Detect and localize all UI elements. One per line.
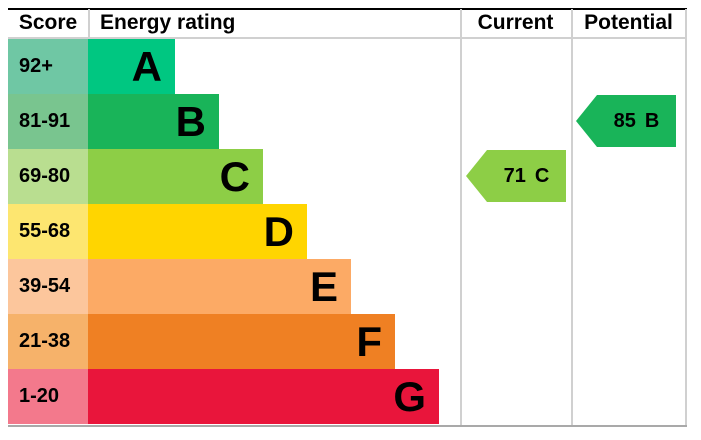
score-range-cell: 92+ <box>8 39 88 94</box>
score-range-label: 55-68 <box>19 220 71 242</box>
band-bar-d: D <box>88 204 307 259</box>
band-bar-g: G <box>88 369 439 424</box>
score-header-label: Score <box>18 11 78 34</box>
current-rating-text: 71 C <box>504 165 550 188</box>
band-bar-c: C <box>88 149 263 204</box>
top-border-line <box>8 8 687 10</box>
potential-score-value: 85 <box>613 109 636 132</box>
column-header-potential: Potential <box>571 9 686 37</box>
energy-rating-header-label: Energy rating <box>100 11 236 34</box>
current-score-value: 71 <box>503 164 526 187</box>
band-row-g: 1-20 G <box>0 369 701 424</box>
score-column-divider <box>88 9 90 38</box>
band-letter: B <box>175 97 206 145</box>
band-bar-a: A <box>88 39 175 94</box>
column-header-energy-rating: Energy rating <box>100 9 235 37</box>
potential-rating-arrow: 85 B <box>576 95 676 147</box>
score-range-label: 1-20 <box>19 385 60 407</box>
band-row-e: 39-54 E <box>0 259 701 314</box>
band-letter: E <box>309 262 338 310</box>
band-row-c: 69-80 C <box>0 149 701 204</box>
score-range-cell: 21-38 <box>8 314 88 369</box>
bottom-border-line <box>8 425 687 427</box>
score-range-label: 39-54 <box>19 275 71 297</box>
current-column-divider <box>460 9 462 426</box>
score-range-label: 81-91 <box>19 110 71 132</box>
band-letter: A <box>131 42 162 90</box>
band-row-a: 92+ A <box>0 39 701 94</box>
header-underline <box>8 37 687 39</box>
score-range-label: 69-80 <box>19 165 71 187</box>
score-range-cell: 1-20 <box>8 369 88 424</box>
score-range-label: 92+ <box>19 55 53 77</box>
band-letter: G <box>393 372 426 420</box>
score-range-cell: 55-68 <box>8 204 88 259</box>
potential-header-label: Potential <box>584 11 673 34</box>
potential-band-letter: B <box>644 109 660 132</box>
current-header-label: Current <box>477 11 554 34</box>
band-bar-e: E <box>88 259 351 314</box>
band-bar-f: F <box>88 314 395 369</box>
band-bar-b: B <box>88 94 219 149</box>
right-border-line <box>685 9 687 426</box>
score-range-cell: 39-54 <box>8 259 88 314</box>
band-row-f: 21-38 F <box>0 314 701 369</box>
band-letter: F <box>356 317 382 365</box>
band-letter: D <box>263 207 294 255</box>
score-range-label: 21-38 <box>19 330 71 352</box>
band-letter: C <box>219 152 250 200</box>
score-range-cell: 69-80 <box>8 149 88 204</box>
column-header-current: Current <box>460 9 571 37</box>
band-row-b: 81-91 B <box>0 94 701 149</box>
column-header-score: Score <box>8 9 88 37</box>
current-band-letter: C <box>534 164 550 187</box>
current-rating-arrow: 71 C <box>466 150 566 202</box>
potential-rating-text: 85 B <box>614 110 660 133</box>
band-row-d: 55-68 D <box>0 204 701 259</box>
potential-column-divider <box>571 9 573 426</box>
score-range-cell: 81-91 <box>8 94 88 149</box>
